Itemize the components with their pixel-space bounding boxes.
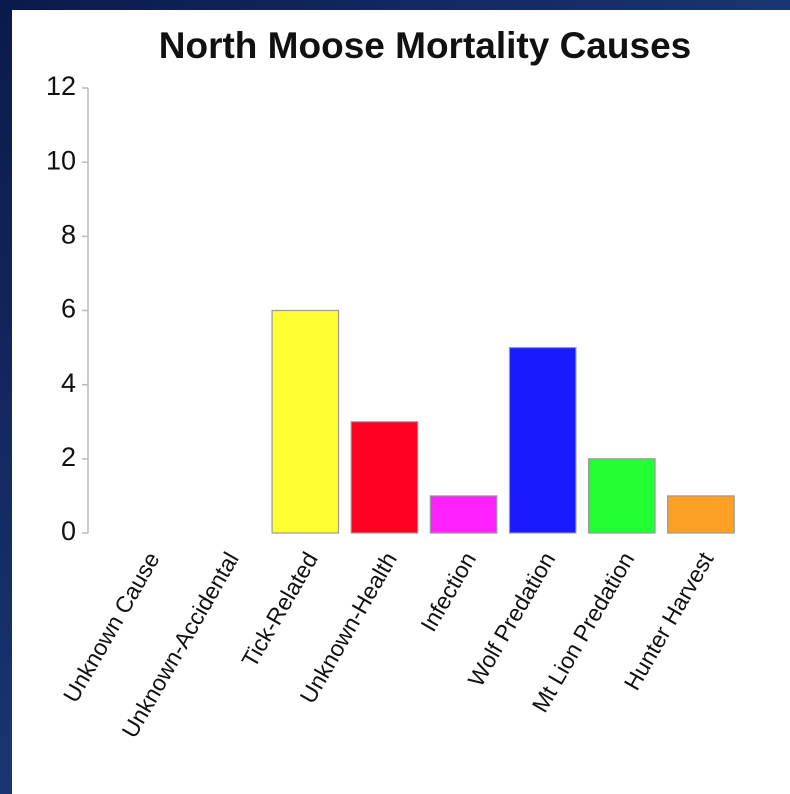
y-tick-label: 6: [61, 294, 76, 324]
bar: [271, 309, 340, 534]
chart-panel: [12, 10, 790, 794]
bar: [587, 458, 656, 534]
y-tick-label: 4: [61, 368, 76, 398]
chart-title: North Moose Mortality Causes: [159, 25, 691, 66]
y-tick-label: 8: [61, 219, 76, 249]
y-tick-label: 2: [61, 442, 76, 472]
x-tick-label: Infection: [415, 548, 481, 636]
y-tick-label: 0: [61, 516, 76, 546]
y-tick-label: 12: [46, 71, 76, 101]
bar: [508, 346, 577, 534]
y-tick-label: 10: [46, 145, 76, 175]
x-tick-label: Tick-Related: [236, 548, 323, 672]
bar: [667, 495, 735, 534]
bar: [350, 421, 419, 534]
bar: [429, 495, 498, 534]
